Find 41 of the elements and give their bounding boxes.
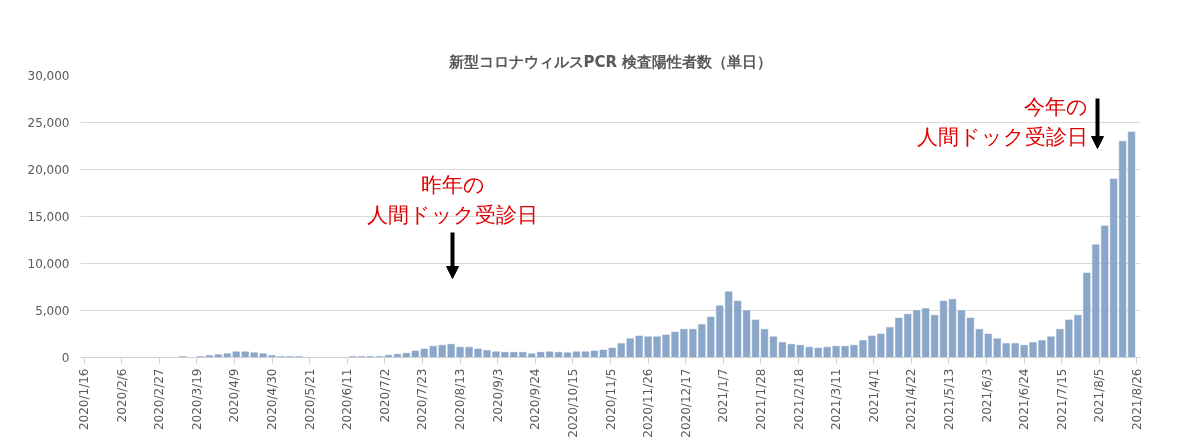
annotation: 人間ドック受診日	[367, 202, 538, 227]
annotation: 今年の	[1023, 94, 1088, 119]
x-tick-label: 2020/12/17	[678, 368, 693, 438]
y-tick-label: 30,000	[27, 69, 70, 83]
x-tick-label: 2020/7/23	[415, 368, 430, 431]
x-tick-label: 2021/8/5	[1092, 368, 1107, 423]
y-tick-label: 0	[61, 351, 70, 365]
x-tick-label: 2021/6/3	[979, 368, 994, 423]
x-tick-label: 2020/4/30	[265, 368, 280, 431]
x-tick-label: 2020/2/27	[152, 368, 167, 431]
x-tick-label: 2020/7/2	[377, 368, 392, 423]
x-tick-label: 2021/8/26	[1129, 368, 1144, 431]
y-tick-label: 20,000	[27, 163, 70, 177]
y-tick-label: 10,000	[27, 257, 70, 271]
x-tick-label: 2020/8/13	[453, 368, 468, 431]
x-tick-label: 2021/5/13	[941, 368, 956, 431]
x-tick-label: 2020/9/3	[490, 368, 505, 423]
x-tick-label: 2021/1/7	[716, 368, 731, 423]
x-tick-label: 2020/9/24	[528, 368, 543, 431]
chart-title: 新型コロナウィルスPCR 検査陽性者数（単日）	[447, 52, 773, 71]
x-tick-label: 2021/1/28	[753, 368, 768, 431]
x-tick-label: 2020/2/6	[114, 368, 129, 423]
x-tick-label: 2021/6/24	[1017, 368, 1032, 431]
x-tick-label: 2020/11/5	[603, 368, 618, 431]
y-tick-label: 25,000	[27, 116, 70, 130]
x-tick-label: 2020/6/11	[340, 368, 355, 431]
y-tick-label: 5,000	[35, 304, 70, 318]
x-tick-label: 2020/11/26	[641, 368, 656, 438]
x-tick-label: 2021/4/22	[904, 368, 919, 431]
x-tick-label: 2020/10/15	[565, 368, 580, 438]
x-tick-label: 2020/4/9	[227, 368, 242, 423]
x-tick-label: 2020/5/21	[302, 368, 317, 431]
annotation: 人間ドック受診日	[916, 124, 1088, 149]
x-tick-label: 2021/2/18	[791, 368, 806, 431]
x-tick-label: 2021/3/11	[829, 368, 844, 431]
annotation: 昨年の	[420, 172, 485, 197]
x-tick-label: 2021/7/15	[1054, 368, 1069, 431]
x-tick-label: 2020/1/16	[77, 368, 92, 431]
y-tick-label: 15,000	[27, 210, 70, 224]
x-tick-label: 2021/4/1	[866, 368, 881, 423]
x-tick-label: 2020/3/19	[189, 368, 204, 431]
